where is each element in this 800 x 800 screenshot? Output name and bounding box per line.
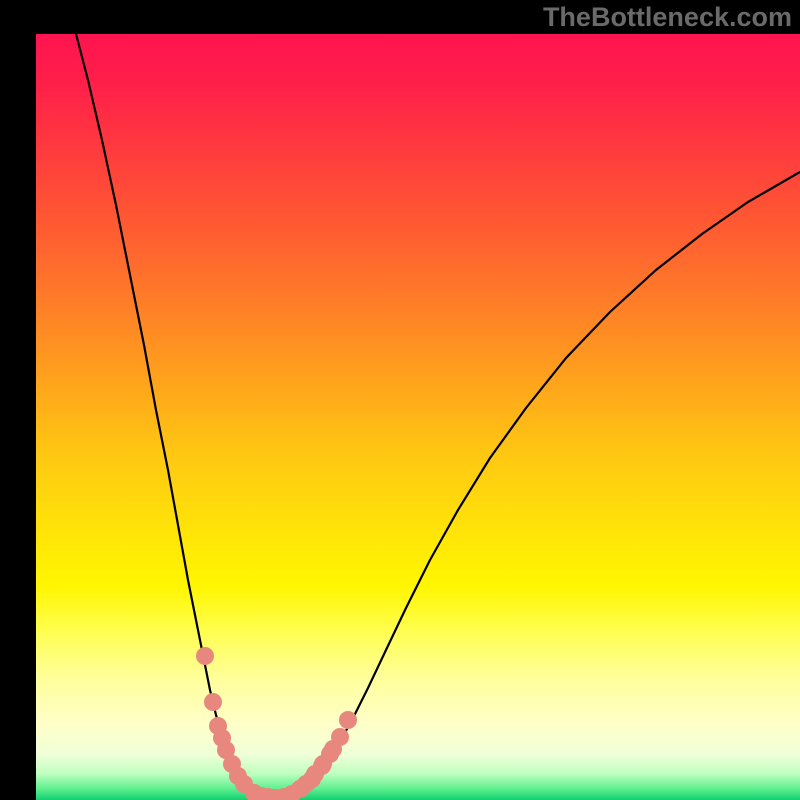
plot-background <box>36 34 800 800</box>
data-marker <box>339 711 357 729</box>
chart-frame: TheBottleneck.com <box>0 0 800 800</box>
data-marker <box>324 740 342 758</box>
data-marker <box>196 647 214 665</box>
chart-svg <box>0 0 800 800</box>
data-marker <box>204 693 222 711</box>
watermark-text: TheBottleneck.com <box>543 2 792 33</box>
data-marker <box>313 757 331 775</box>
